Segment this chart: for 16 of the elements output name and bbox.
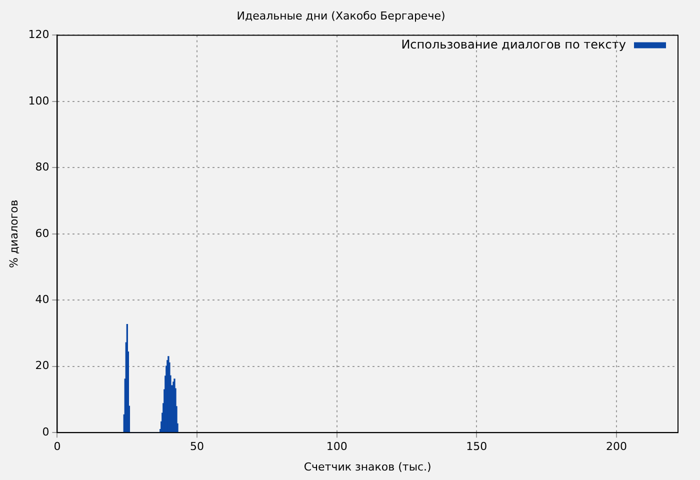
- y-tick-label: 80: [35, 160, 50, 174]
- y-tick-label: 0: [42, 425, 50, 438]
- x-tick-label: 100: [326, 440, 348, 454]
- x-tick-label: 50: [190, 440, 204, 454]
- chart-title: Идеальные дни (Хакобо Бергарече): [236, 9, 446, 22]
- y-tick-label: 100: [28, 94, 50, 108]
- x-tick-label: 200: [606, 440, 627, 454]
- y-axis-title: % диалогов: [7, 200, 20, 268]
- x-axis-title: Счетчик знаков (тыс.): [304, 460, 432, 474]
- legend-label: Использование диалогов по тексту: [401, 37, 626, 52]
- y-tick-label: 40: [35, 292, 50, 306]
- x-tick-label: 0: [54, 440, 61, 454]
- y-tick-label: 60: [35, 226, 50, 240]
- x-tick-label: 150: [466, 440, 488, 454]
- y-tick-label: 20: [35, 359, 50, 372]
- y-tick-label: 120: [28, 28, 50, 42]
